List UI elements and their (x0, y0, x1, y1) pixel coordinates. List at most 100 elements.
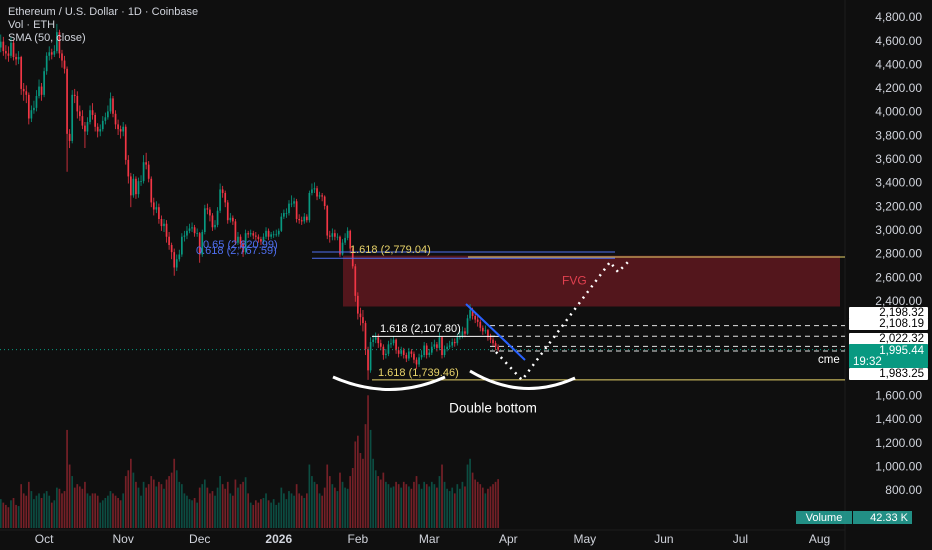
volume-bar (232, 495, 234, 528)
candle-body (265, 230, 267, 237)
volume-bar (15, 504, 17, 528)
price-label-box (849, 307, 928, 319)
chart-title: Ethereum / U.S. Dollar · 1D · Coinbase (8, 6, 198, 18)
volume-bar (10, 500, 12, 528)
volume-bar (127, 470, 130, 528)
volume-bar (487, 488, 489, 528)
candle-body (395, 339, 397, 351)
candle-body (150, 178, 153, 203)
volume-bar (229, 493, 232, 528)
source-label: cme (818, 354, 840, 366)
candle-body (369, 341, 372, 371)
volume-bar (456, 484, 459, 528)
y-tick-label: 3,200.00 (875, 199, 922, 213)
candle-body (430, 346, 433, 353)
volume-bar (158, 481, 160, 528)
candle-body (293, 201, 295, 204)
candle-body (313, 188, 316, 190)
volume-bar (71, 476, 74, 528)
y-tick-label: 2,800.00 (875, 247, 922, 261)
candle-body (461, 331, 464, 337)
candle-body (160, 219, 163, 227)
volume-bar (173, 458, 176, 528)
candle-body (339, 236, 341, 255)
y-tick-label: 800.00 (885, 483, 922, 497)
volume-bar (30, 491, 33, 528)
volume-bar (203, 479, 206, 528)
volume-bar (20, 484, 23, 528)
candle-body (492, 339, 494, 344)
volume-bar (270, 502, 272, 528)
volume-bar (193, 498, 196, 528)
volume-bar (216, 487, 219, 528)
volume-bar (35, 495, 38, 528)
bottom-arc (332, 375, 446, 391)
volume-bar (163, 488, 165, 528)
candle-body (390, 343, 392, 345)
volume-bar (328, 476, 331, 528)
candle-body (316, 188, 318, 197)
candle-body (73, 94, 76, 97)
volume-bar (206, 487, 209, 528)
volume-bar (489, 486, 492, 528)
volume-bar (479, 484, 482, 528)
candle-body (415, 359, 418, 365)
candle-body (2, 41, 5, 52)
volume-bar (17, 506, 20, 528)
volume-bar (448, 491, 451, 528)
candle-body (216, 210, 219, 225)
x-tick-label: May (574, 532, 597, 546)
volume-bar (295, 484, 298, 528)
candle-body (497, 346, 499, 350)
volume-bar (349, 476, 352, 528)
candle-body (209, 209, 211, 216)
candle-body (295, 201, 298, 220)
candle-body (277, 230, 280, 235)
volume-bar (492, 484, 494, 528)
candle-body (0, 41, 2, 48)
candle-body (244, 233, 247, 253)
volume-bar (481, 487, 484, 528)
candle-body (479, 321, 482, 328)
y-tick-label: 1,000.00 (875, 459, 922, 473)
volume-bar (354, 441, 357, 528)
candle-body (27, 94, 30, 119)
volume-bar (112, 493, 114, 528)
volume-bar (109, 491, 112, 528)
volume-bar (50, 502, 53, 528)
volume-bar (277, 502, 280, 528)
volume-bar (94, 493, 96, 528)
volume-bar (364, 424, 367, 528)
candle-body (132, 178, 135, 196)
volume-bar (413, 481, 415, 528)
candle-body (219, 189, 221, 211)
price-label-box (849, 368, 928, 380)
candle-body (152, 202, 155, 210)
candle-body (448, 345, 451, 347)
volume-bar (275, 504, 278, 528)
volume-bar (336, 491, 339, 528)
volume-bar (152, 479, 155, 528)
y-tick-label: 3,000.00 (875, 223, 922, 237)
candle-body (402, 350, 405, 355)
candle-body (129, 176, 132, 196)
volume-bar (471, 472, 474, 528)
projection-path (495, 259, 631, 382)
volume-bar (76, 484, 79, 528)
candle-body (203, 208, 206, 233)
volume-bar (214, 495, 216, 528)
candle-body (423, 345, 426, 355)
volume-bar (374, 470, 377, 528)
volume-bar (405, 484, 408, 528)
candle-body (86, 122, 89, 132)
candle-body (420, 354, 423, 358)
candle-body (25, 91, 28, 95)
volume-bar (410, 488, 413, 528)
price-label: 2,198.32 (879, 307, 924, 319)
candle-body (323, 196, 326, 206)
volume-bar (186, 495, 188, 528)
candle-body (38, 86, 40, 97)
candle-body (84, 125, 86, 132)
candle-body (484, 330, 487, 332)
volume-bar (0, 499, 2, 528)
